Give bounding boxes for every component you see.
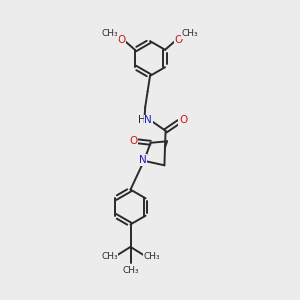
Text: CH₃: CH₃: [182, 29, 199, 38]
Text: O: O: [117, 35, 125, 45]
Text: CH₃: CH₃: [143, 252, 160, 261]
Text: CH₃: CH₃: [101, 252, 118, 261]
Text: CH₃: CH₃: [101, 29, 118, 38]
Text: H: H: [138, 115, 146, 125]
Text: N: N: [144, 115, 152, 125]
Text: O: O: [129, 136, 137, 146]
Text: O: O: [179, 115, 188, 125]
Text: CH₃: CH₃: [122, 266, 139, 275]
Text: N: N: [139, 155, 147, 165]
Text: O: O: [175, 35, 183, 45]
